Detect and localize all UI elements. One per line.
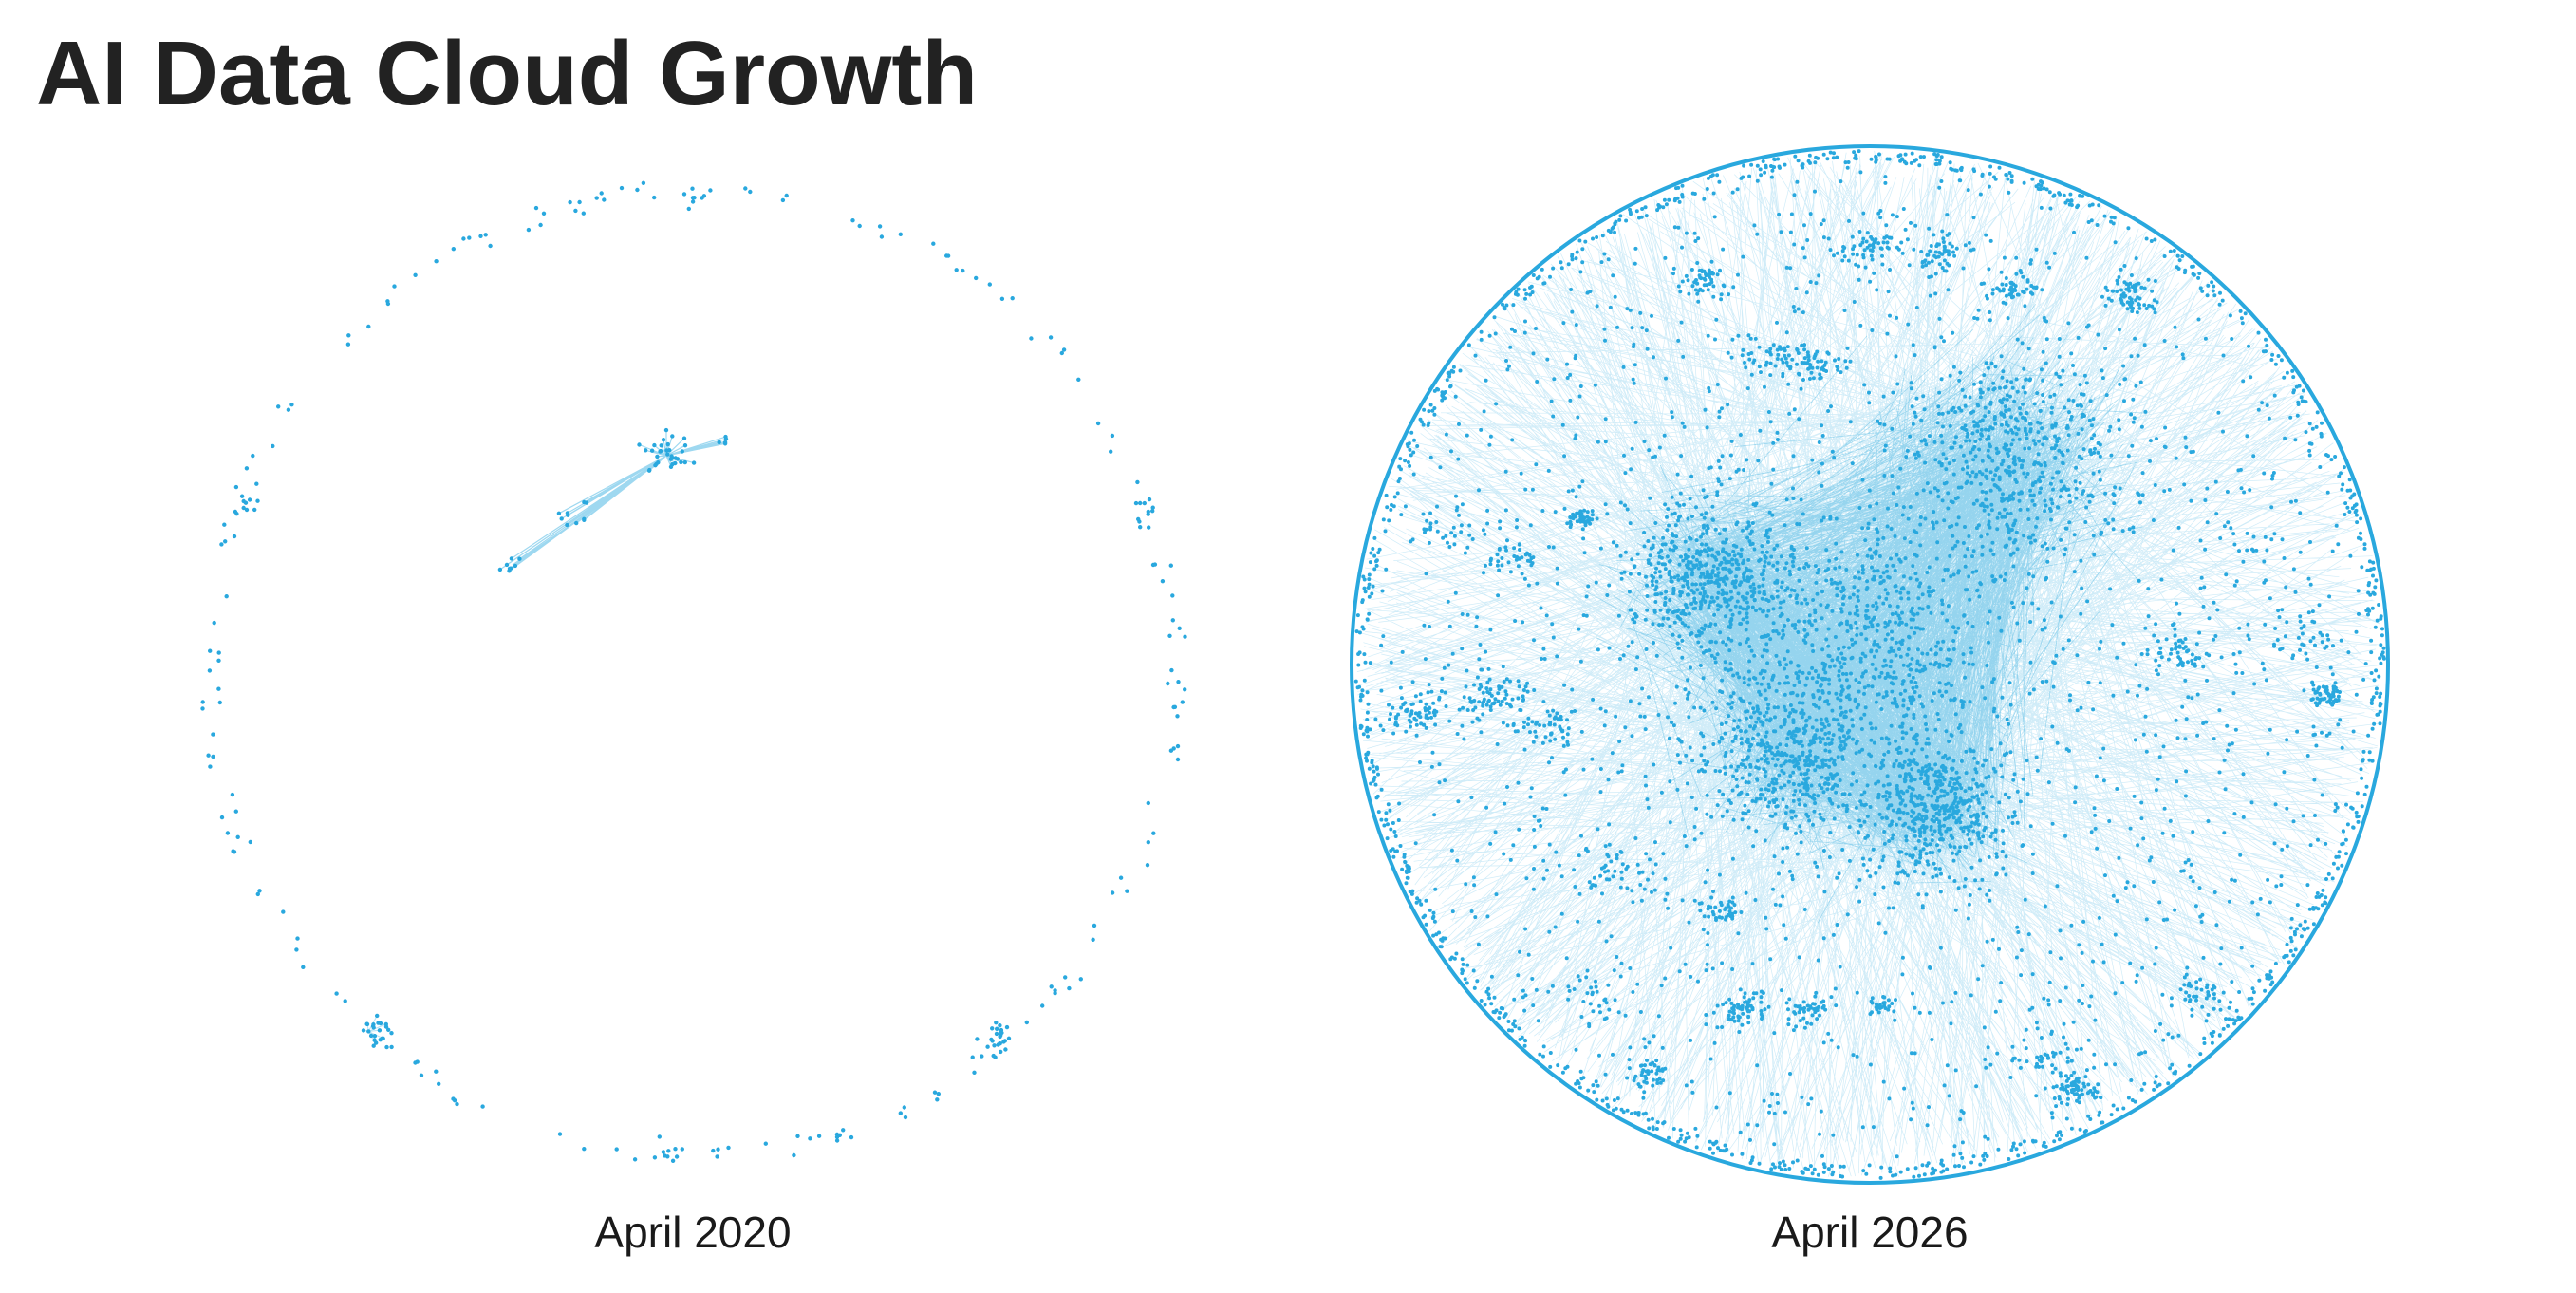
page-title: AI Data Cloud Growth: [36, 23, 978, 124]
caption-april-2020: April 2020: [594, 1208, 792, 1257]
node-dots: [200, 180, 1187, 1164]
network-graph-dense: [1350, 144, 2390, 1185]
network-graph-april-2020: [171, 142, 1215, 1187]
outer-ring: [1350, 144, 2390, 1185]
network-graph-sparse: [200, 180, 1187, 1164]
caption-april-2026: April 2026: [1771, 1208, 1969, 1257]
node-dots: [1353, 149, 2386, 1180]
inner-network-edges: [499, 430, 727, 572]
network-graph-april-2026: [1348, 142, 2392, 1187]
